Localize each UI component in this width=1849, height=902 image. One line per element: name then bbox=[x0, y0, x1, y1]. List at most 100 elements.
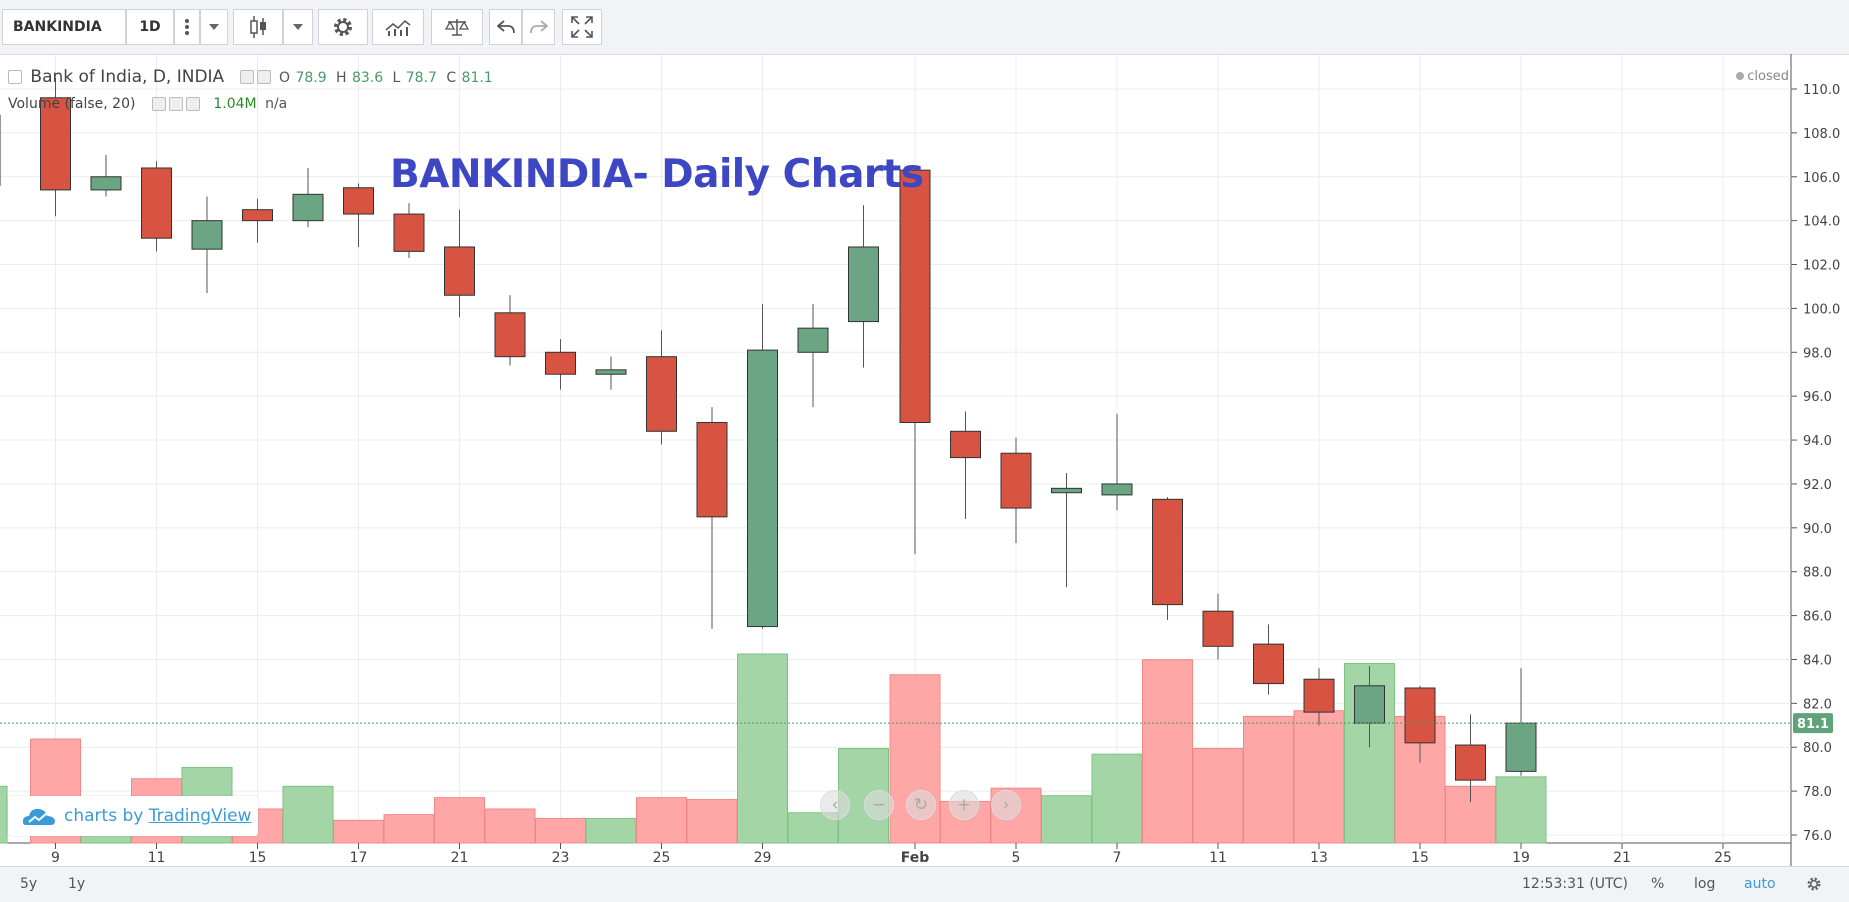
candle-up bbox=[747, 349, 778, 628]
candle-down bbox=[1152, 498, 1183, 606]
low-value: 78.7 bbox=[405, 70, 437, 86]
zoom-out-button[interactable]: − bbox=[864, 790, 894, 820]
eye-icon[interactable] bbox=[239, 67, 274, 87]
candle-up bbox=[1505, 722, 1537, 772]
volume-bar bbox=[333, 819, 384, 844]
volume-value: 1.04M bbox=[213, 96, 257, 112]
time-tick-label: 15 bbox=[249, 850, 267, 866]
chevron-down-icon bbox=[293, 24, 303, 30]
gear-icon bbox=[256, 70, 271, 84]
time-tick-label: 19 bbox=[1512, 850, 1530, 866]
volume-bar bbox=[484, 808, 536, 844]
price-tick-label: 76.0 bbox=[1803, 829, 1832, 844]
chart-type-button[interactable] bbox=[233, 9, 283, 45]
volume-bar bbox=[0, 785, 8, 844]
gear-icon[interactable] bbox=[1806, 876, 1822, 892]
candles-icon bbox=[250, 16, 266, 38]
indicators-button[interactable] bbox=[372, 9, 424, 45]
high-value: 83.6 bbox=[351, 70, 384, 86]
candle-down bbox=[242, 209, 273, 222]
volume-bar bbox=[585, 817, 637, 844]
clock-time: 12:53:31 (UTC) bbox=[1522, 876, 1629, 892]
volume-legend: Volume (false, 20) 1.04M n/a bbox=[8, 96, 287, 112]
redo-button[interactable] bbox=[522, 9, 555, 45]
fullscreen-button[interactable] bbox=[562, 9, 602, 45]
logo-prefix: charts by bbox=[64, 806, 144, 826]
close-label: C bbox=[446, 70, 457, 86]
gear-icon bbox=[334, 18, 352, 36]
time-tick-label: 15 bbox=[1411, 850, 1429, 866]
volume-bar bbox=[383, 814, 435, 844]
redo-icon bbox=[529, 20, 548, 34]
volume-bar bbox=[535, 817, 586, 844]
low-label: L bbox=[392, 70, 401, 86]
price-tick-label: 106.0 bbox=[1803, 171, 1840, 186]
auto-toggle[interactable]: auto bbox=[1744, 876, 1776, 892]
time-axis: 9 11 15 17 21 23 25 29 Feb 5 7 11 13 15 19 21 25 bbox=[51, 843, 1732, 866]
time-tick-label: 21 bbox=[1613, 850, 1631, 866]
open-label: O bbox=[279, 70, 291, 86]
visibility-icon bbox=[151, 97, 166, 111]
candle-down bbox=[1202, 610, 1234, 647]
time-tick-label: 17 bbox=[350, 850, 368, 866]
log-toggle[interactable]: log bbox=[1694, 876, 1716, 892]
close-value: 81.1 bbox=[461, 70, 493, 86]
scroll-right-button[interactable]: › bbox=[991, 790, 1021, 820]
candle-up bbox=[1051, 487, 1082, 494]
candle-down bbox=[343, 187, 374, 215]
symbol-search-input[interactable]: BANKINDIA bbox=[2, 9, 126, 45]
price-tick-label: 88.0 bbox=[1803, 566, 1832, 581]
reset-button[interactable]: ↻ bbox=[906, 790, 936, 820]
volume-bar bbox=[282, 785, 334, 844]
plus-icon: + bbox=[956, 795, 972, 815]
price-tick-label: 108.0 bbox=[1803, 127, 1840, 142]
price-tick-label: 92.0 bbox=[1803, 478, 1832, 493]
volume-bar bbox=[1041, 795, 1092, 844]
scroll-left-button[interactable]: ‹ bbox=[820, 790, 850, 820]
interval-button[interactable]: 1D bbox=[126, 9, 174, 45]
open-value: 78.9 bbox=[295, 70, 327, 86]
visibility-icon bbox=[239, 70, 254, 84]
candle-up bbox=[90, 176, 122, 191]
more-intervals-icon[interactable] bbox=[174, 9, 200, 45]
candle-up bbox=[1101, 483, 1133, 496]
compare-button[interactable] bbox=[431, 9, 483, 45]
status-dot-icon bbox=[1736, 72, 1745, 80]
candle-down bbox=[1253, 643, 1284, 685]
chart-type-dropdown-button[interactable] bbox=[283, 9, 313, 45]
interval-dropdown-button[interactable] bbox=[200, 9, 228, 45]
time-tick-label: 29 bbox=[754, 850, 772, 866]
undo-button[interactable] bbox=[489, 9, 522, 45]
fullscreen-icon bbox=[571, 16, 593, 38]
candle-down bbox=[141, 167, 172, 239]
collapse-icon[interactable] bbox=[8, 70, 22, 84]
volume-controls[interactable] bbox=[151, 96, 203, 112]
volume-bar bbox=[1142, 659, 1193, 844]
tradingview-link[interactable]: TradingView bbox=[148, 806, 252, 826]
price-chart[interactable]: 110.0 108.0 106.0 104.0 102.0 100.0 98.0 96.0 94… bbox=[0, 54, 1849, 866]
price-tick-label: 100.0 bbox=[1803, 302, 1840, 317]
candle-down bbox=[899, 169, 931, 424]
last-price-badge bbox=[1793, 713, 1833, 734]
time-tick-label: 13 bbox=[1310, 850, 1328, 866]
range-1y-button[interactable]: 1y bbox=[68, 876, 86, 892]
percent-toggle[interactable]: % bbox=[1651, 876, 1665, 892]
zoom-in-button[interactable]: + bbox=[949, 790, 979, 820]
volume-bar bbox=[1091, 753, 1143, 844]
range-5y-button[interactable]: 5y bbox=[20, 876, 38, 892]
indicators-icon bbox=[385, 19, 411, 36]
market-status-text: closed bbox=[1747, 69, 1789, 84]
reset-icon: ↻ bbox=[913, 795, 929, 815]
settings-button[interactable] bbox=[318, 9, 368, 45]
interval-label: 1D bbox=[139, 19, 161, 35]
tradingview-logo[interactable]: charts by TradingView bbox=[8, 796, 258, 836]
chevron-down-icon bbox=[209, 24, 219, 30]
time-tick-label: 9 bbox=[51, 850, 60, 866]
candle-down bbox=[696, 422, 728, 518]
candles bbox=[0, 78, 1537, 803]
time-tick-label: 5 bbox=[1012, 850, 1021, 866]
price-tick-label: 80.0 bbox=[1803, 741, 1832, 756]
scales-icon bbox=[445, 19, 469, 36]
volume-title: Volume (false, 20) bbox=[8, 96, 136, 112]
price-tick-label: 82.0 bbox=[1803, 697, 1832, 712]
